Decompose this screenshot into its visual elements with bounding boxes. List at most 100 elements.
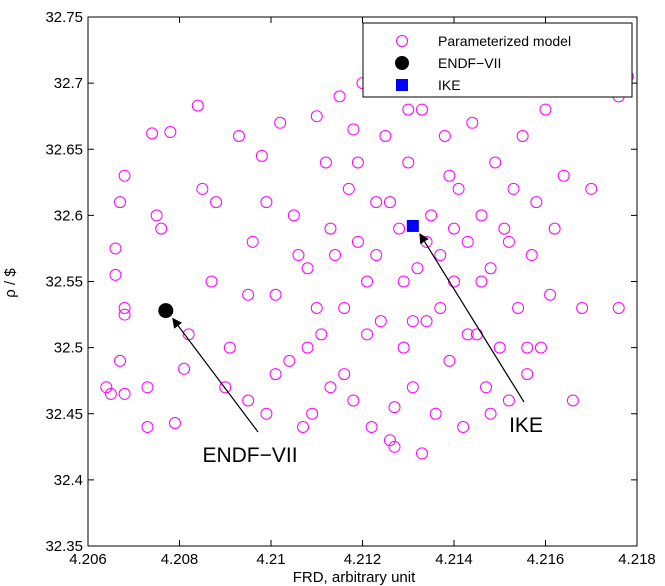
data-point-model — [484, 407, 497, 420]
legend-marker-endf — [395, 56, 409, 70]
y-tick-label: 32.7 — [54, 75, 83, 92]
x-tick-label: 4.208 — [161, 551, 199, 568]
data-point-model — [434, 301, 447, 314]
data-point-model — [287, 209, 300, 222]
data-point-model — [118, 308, 131, 321]
data-point-model — [232, 130, 245, 143]
y-tick-label: 32.75 — [45, 9, 83, 26]
data-point-model — [329, 249, 342, 262]
data-point-model — [104, 387, 117, 400]
legend-label: ENDF−VII — [438, 55, 501, 71]
data-point-model — [448, 222, 460, 235]
data-point-model — [443, 169, 456, 182]
data-point-ike — [406, 219, 419, 232]
data-point-model — [141, 420, 154, 433]
data-point-model — [480, 381, 493, 394]
data-point-model — [397, 341, 410, 354]
data-point-model — [310, 110, 323, 123]
data-point-model — [223, 341, 236, 354]
x-tick-label: 4.212 — [344, 551, 382, 568]
data-point-model — [406, 381, 419, 394]
data-point-model — [283, 354, 296, 367]
data-point-model — [402, 103, 415, 116]
data-point-model — [566, 394, 579, 407]
data-point-model — [361, 328, 374, 341]
endf-annotation-label: ENDF−VII — [202, 444, 297, 467]
data-point-model — [168, 417, 181, 430]
data-point-model — [420, 315, 433, 328]
data-point-model — [612, 301, 625, 314]
data-point-model — [539, 103, 552, 116]
data-point-model — [415, 447, 428, 460]
data-point-model — [361, 275, 374, 288]
data-point-model — [475, 275, 488, 288]
data-point-model — [521, 368, 534, 381]
data-point-model — [484, 262, 497, 275]
data-point-model — [347, 123, 360, 136]
data-point-model — [438, 130, 451, 143]
data-point-model — [461, 235, 474, 248]
data-point-model — [260, 407, 273, 420]
data-point-model — [109, 242, 122, 255]
legend-marker-model — [396, 35, 408, 47]
data-point-model — [118, 301, 131, 314]
data-point-model — [544, 288, 557, 301]
data-point-model — [118, 169, 131, 182]
y-tick-label: 32.6 — [54, 207, 83, 224]
y-tick-label: 32.45 — [45, 406, 83, 423]
data-point-model — [534, 341, 547, 354]
data-point-model — [324, 222, 337, 235]
data-point-model — [310, 301, 323, 314]
data-point-model — [210, 196, 223, 209]
data-point-model — [388, 401, 401, 414]
data-point-model — [306, 407, 319, 420]
points-layer — [100, 70, 634, 460]
data-point-model — [525, 249, 538, 262]
data-point-model — [576, 301, 589, 314]
data-point-model — [297, 420, 310, 433]
data-point-model — [365, 420, 378, 433]
data-point-model — [489, 156, 502, 169]
plot-area — [87, 16, 638, 547]
ticks-layer: 4.206 4.208 4.21 4.212 4.214 4.216 4.218 32.35 3… — [45, 9, 655, 568]
data-point-model — [498, 222, 511, 235]
data-point-model — [507, 182, 520, 195]
data-point-model — [205, 275, 218, 288]
data-point-model — [191, 99, 204, 112]
data-point-model — [146, 127, 159, 140]
data-point-model — [109, 268, 122, 281]
data-point-model — [255, 149, 268, 162]
legend: Parameterized model ENDF−VII IKE — [362, 22, 633, 98]
data-point-model — [475, 209, 488, 222]
data-point-endf — [158, 303, 174, 319]
data-point-model — [415, 103, 428, 116]
data-point-model — [274, 116, 287, 129]
data-point-model — [351, 235, 364, 248]
annotation-layer: ENDF−VII IKE — [172, 233, 543, 467]
data-point-model — [502, 394, 515, 407]
data-point-model — [585, 182, 598, 195]
data-point-model — [397, 275, 410, 288]
data-point-model — [100, 381, 113, 394]
x-axis-title: FRD, arbitrary unit — [293, 569, 416, 586]
legend-label: Parameterized model — [438, 33, 571, 49]
data-point-model — [219, 381, 232, 394]
data-point-model — [493, 341, 506, 354]
y-tick-label: 32.35 — [45, 538, 83, 555]
data-point-model — [301, 341, 314, 354]
ike-annotation-label: IKE — [509, 414, 543, 437]
data-point-model — [434, 249, 447, 262]
x-tick-label: 4.21 — [256, 551, 285, 568]
data-point-model — [370, 249, 383, 262]
data-point-model — [512, 301, 525, 314]
data-point-model — [196, 182, 209, 195]
data-point-model — [548, 222, 561, 235]
data-point-model — [292, 249, 305, 262]
data-point-model — [351, 156, 364, 169]
y-axis-title: ρ / $ — [2, 268, 19, 298]
data-point-model — [379, 130, 392, 143]
data-point-model — [425, 209, 438, 222]
data-point-model — [402, 156, 415, 169]
data-point-model — [178, 362, 191, 375]
data-point-model — [242, 394, 255, 407]
